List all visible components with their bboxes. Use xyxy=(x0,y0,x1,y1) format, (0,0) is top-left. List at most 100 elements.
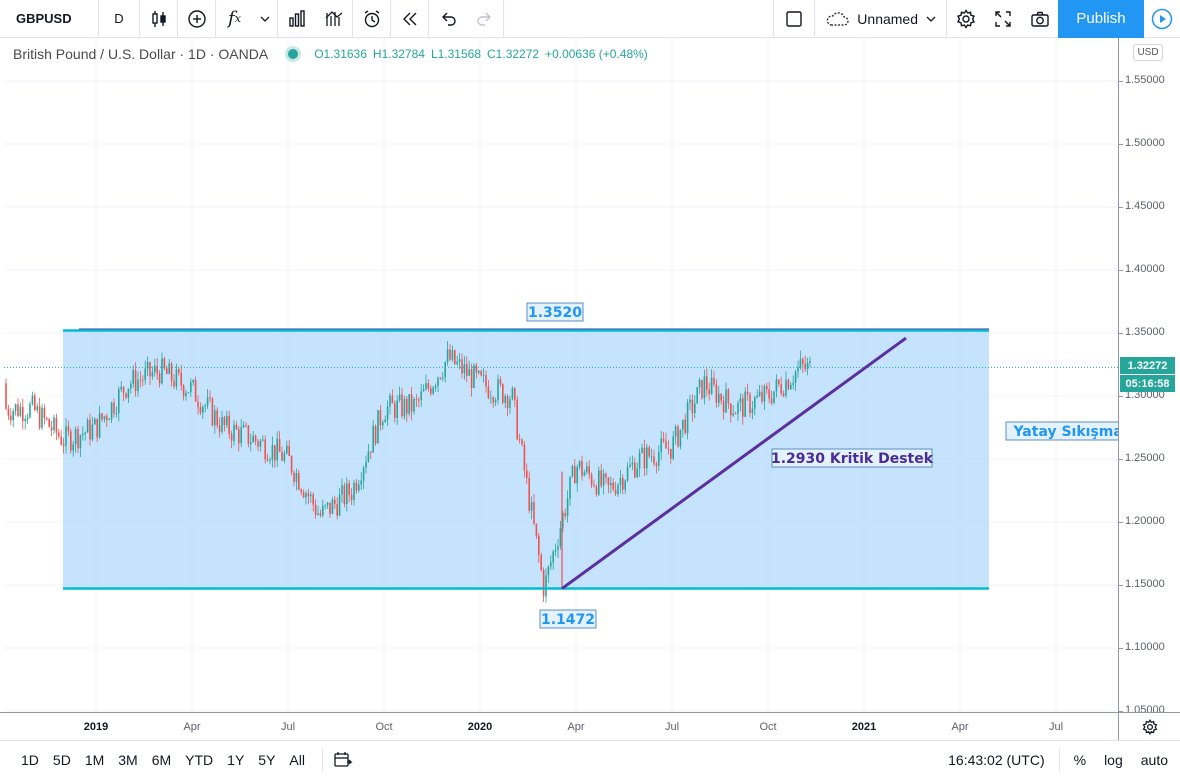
range-button-1y[interactable]: 1Y xyxy=(227,752,245,768)
alert-icon[interactable] xyxy=(353,0,390,38)
auto-scale-toggle[interactable]: auto xyxy=(1140,752,1168,768)
range-button-1m[interactable]: 1M xyxy=(84,752,105,768)
candle-body xyxy=(456,361,458,365)
currency-badge[interactable]: USD xyxy=(1133,44,1163,61)
candle-body xyxy=(499,379,502,385)
candle-body xyxy=(298,472,300,490)
time-tick-label: Apr xyxy=(951,721,969,733)
layout-selector[interactable]: Unnamed xyxy=(815,11,946,27)
candle-body xyxy=(86,419,89,433)
candle-body xyxy=(451,350,454,360)
candle-body xyxy=(787,379,790,390)
resistance-label-box xyxy=(526,302,584,322)
utc-clock[interactable]: 16:43:02 (UTC) xyxy=(948,752,1045,768)
range-button-5y[interactable]: 5Y xyxy=(258,752,276,768)
candle-body xyxy=(420,391,422,401)
candle-body xyxy=(156,365,158,374)
candle-body xyxy=(614,489,617,495)
price-tick-label: 1.10000 xyxy=(1125,641,1165,653)
bars-style-icon[interactable] xyxy=(278,0,315,38)
candle-body xyxy=(341,485,343,495)
divider xyxy=(946,0,947,38)
candle-body xyxy=(118,389,120,414)
range-button-all[interactable]: All xyxy=(289,752,305,768)
candle-body xyxy=(598,470,600,495)
candle-body xyxy=(679,429,682,447)
resistance-label[interactable]: 1.3520 xyxy=(526,302,584,322)
candle-body xyxy=(374,426,377,444)
undo-icon[interactable] xyxy=(429,0,466,38)
fullscreen-icon[interactable] xyxy=(984,0,1021,38)
divider xyxy=(277,0,278,38)
price-tick-mark xyxy=(1119,522,1123,523)
publish-button[interactable]: Publish xyxy=(1058,0,1144,38)
candle-body xyxy=(634,462,636,478)
replay-icon[interactable] xyxy=(391,0,428,38)
time-axis[interactable]: 2019 Apr Jul Oct 2020 Apr Jul Oct 2021 Apr Jul xyxy=(0,712,1118,740)
candle-body xyxy=(588,466,590,475)
camera-icon[interactable] xyxy=(1021,0,1058,38)
play-icon[interactable] xyxy=(1144,0,1180,38)
candle-body xyxy=(266,459,269,461)
percent-scale-toggle[interactable]: % xyxy=(1073,752,1087,768)
rectangle-icon[interactable] xyxy=(774,0,814,38)
range-button-ytd[interactable]: YTD xyxy=(185,752,214,768)
candle-body xyxy=(552,551,554,563)
support-label[interactable]: 1.1472 xyxy=(539,609,597,629)
candle-body xyxy=(242,425,245,428)
range-label-box xyxy=(1005,421,1118,441)
candle-body xyxy=(734,413,737,415)
candle-body xyxy=(146,362,149,369)
candle-body xyxy=(502,384,504,403)
axis-settings-icon[interactable] xyxy=(1118,712,1180,740)
settings-icon[interactable] xyxy=(947,0,984,38)
candle-body xyxy=(36,406,38,411)
redo-icon[interactable] xyxy=(466,0,503,38)
candle-body xyxy=(746,391,749,395)
range-label[interactable]: Yatay Sıkışma A xyxy=(1005,421,1118,441)
price-axis[interactable]: USD 1.55000 1.50000 1.45000 1.40000 1.35000 1… xyxy=(1118,38,1180,716)
range-button-1d[interactable]: 1D xyxy=(21,752,39,768)
candle-body xyxy=(732,413,734,416)
chart-pane[interactable]: 1.3520 1.1472 1.2930 Kritik Destek Yatay Sı… xyxy=(4,38,1118,712)
candle-body xyxy=(113,402,115,414)
range-button-3m[interactable]: 3M xyxy=(118,752,138,768)
candle-body xyxy=(187,392,190,394)
candles-icon[interactable] xyxy=(140,0,177,38)
candle-body xyxy=(718,393,720,403)
range-button-6m[interactable]: 6M xyxy=(151,752,172,768)
add-compare-icon[interactable] xyxy=(178,0,215,38)
goto-date-icon[interactable] xyxy=(333,751,353,769)
candle-body xyxy=(278,438,281,453)
candle-body xyxy=(94,418,96,425)
divider xyxy=(814,0,816,38)
candle-body xyxy=(559,528,562,546)
candle-body xyxy=(115,413,118,414)
candle-body xyxy=(142,379,144,381)
log-scale-toggle[interactable]: log xyxy=(1104,752,1123,768)
candle-body xyxy=(403,398,406,417)
candle-body xyxy=(797,367,799,372)
divider xyxy=(390,0,391,38)
chevron-down-icon[interactable] xyxy=(253,0,277,38)
candle-body xyxy=(607,477,610,486)
range-button-5d[interactable]: 5D xyxy=(52,752,71,768)
candle-body xyxy=(214,410,216,426)
support-label-text: 1.1472 xyxy=(541,612,595,628)
cloud-icon xyxy=(827,11,849,26)
last-price-badge: 1.32272 xyxy=(1120,357,1175,374)
candle-body xyxy=(593,484,595,487)
templates-icon[interactable] xyxy=(315,0,352,38)
candle-body xyxy=(564,512,566,517)
price-chart[interactable]: 1.3520 1.1472 1.2930 Kritik Destek Yatay Sı… xyxy=(4,38,1118,712)
trend-support-label[interactable]: 1.2930 Kritik Destek xyxy=(771,448,934,468)
candle-body xyxy=(430,388,432,394)
interval-button[interactable]: D xyxy=(114,11,124,26)
candle-body xyxy=(629,464,631,467)
candle-body xyxy=(562,512,564,529)
candle-body xyxy=(473,365,475,388)
candle-body xyxy=(389,395,391,407)
candle-body xyxy=(178,369,180,373)
symbol-search-button[interactable]: GBPUSD xyxy=(16,11,72,26)
